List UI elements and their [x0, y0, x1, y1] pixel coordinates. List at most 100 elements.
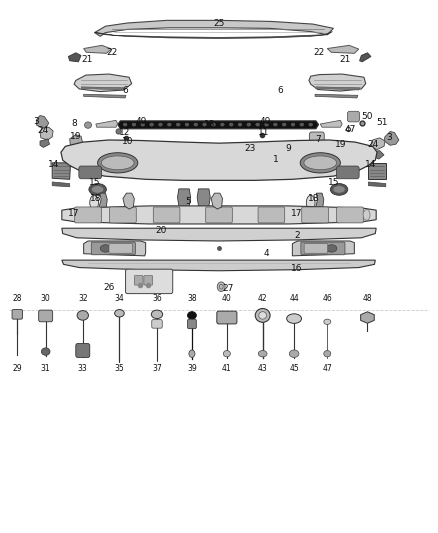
- Text: 21: 21: [339, 55, 350, 64]
- Text: 46: 46: [322, 294, 332, 303]
- Text: 14: 14: [365, 160, 377, 169]
- Polygon shape: [368, 182, 386, 187]
- Polygon shape: [123, 193, 134, 209]
- Polygon shape: [211, 193, 223, 209]
- Polygon shape: [99, 193, 107, 214]
- FancyBboxPatch shape: [12, 310, 22, 319]
- FancyBboxPatch shape: [337, 207, 363, 223]
- Text: 3: 3: [386, 133, 392, 142]
- Text: 22: 22: [106, 48, 118, 56]
- Text: 30: 30: [41, 294, 50, 303]
- Text: 8: 8: [71, 119, 77, 128]
- Text: 11: 11: [258, 128, 269, 137]
- Ellipse shape: [90, 195, 99, 210]
- Ellipse shape: [77, 311, 88, 320]
- FancyBboxPatch shape: [152, 320, 162, 328]
- Polygon shape: [118, 121, 318, 129]
- Polygon shape: [62, 260, 375, 271]
- FancyBboxPatch shape: [109, 244, 133, 253]
- Ellipse shape: [324, 319, 331, 325]
- Text: 27: 27: [222, 284, 233, 293]
- Polygon shape: [62, 228, 376, 241]
- Ellipse shape: [212, 123, 215, 126]
- Text: 7: 7: [316, 135, 321, 144]
- Ellipse shape: [185, 123, 189, 126]
- FancyBboxPatch shape: [76, 344, 90, 358]
- Ellipse shape: [289, 350, 299, 358]
- Ellipse shape: [306, 195, 315, 210]
- Ellipse shape: [300, 153, 340, 173]
- Ellipse shape: [324, 351, 331, 357]
- Text: 22: 22: [314, 48, 325, 56]
- Polygon shape: [81, 87, 124, 90]
- Ellipse shape: [203, 123, 207, 126]
- Ellipse shape: [238, 123, 242, 126]
- Polygon shape: [84, 45, 112, 53]
- Ellipse shape: [291, 123, 295, 126]
- Ellipse shape: [159, 123, 162, 126]
- Polygon shape: [84, 94, 126, 98]
- Polygon shape: [95, 31, 332, 38]
- Text: 19: 19: [70, 132, 81, 141]
- Text: 17: 17: [291, 209, 303, 218]
- Text: 25: 25: [213, 19, 225, 28]
- Text: 17: 17: [68, 209, 80, 218]
- FancyBboxPatch shape: [258, 207, 285, 223]
- Polygon shape: [52, 182, 70, 187]
- Polygon shape: [309, 74, 366, 91]
- Text: 51: 51: [377, 118, 388, 127]
- Polygon shape: [40, 127, 53, 140]
- FancyBboxPatch shape: [91, 242, 135, 255]
- Polygon shape: [360, 53, 371, 62]
- Polygon shape: [68, 53, 81, 62]
- Text: 9: 9: [285, 144, 291, 153]
- Text: 36: 36: [152, 294, 162, 303]
- Text: 34: 34: [115, 294, 124, 303]
- Ellipse shape: [92, 185, 104, 193]
- Text: 33: 33: [78, 364, 88, 373]
- Polygon shape: [177, 189, 191, 211]
- Polygon shape: [62, 206, 376, 224]
- FancyBboxPatch shape: [301, 242, 345, 255]
- Text: 31: 31: [41, 364, 50, 373]
- Text: 4: 4: [263, 249, 269, 259]
- Polygon shape: [65, 140, 373, 149]
- Text: 40: 40: [222, 294, 232, 303]
- FancyBboxPatch shape: [217, 311, 237, 324]
- Ellipse shape: [116, 129, 121, 134]
- Ellipse shape: [85, 122, 92, 128]
- Text: 42: 42: [258, 294, 268, 303]
- Text: 49: 49: [259, 117, 271, 126]
- Text: 3: 3: [34, 117, 39, 126]
- Ellipse shape: [189, 350, 195, 358]
- Polygon shape: [384, 132, 399, 146]
- FancyBboxPatch shape: [39, 310, 53, 322]
- Ellipse shape: [265, 123, 268, 126]
- Text: 15: 15: [89, 178, 100, 187]
- Ellipse shape: [229, 123, 233, 126]
- Polygon shape: [320, 120, 342, 127]
- Polygon shape: [316, 193, 324, 214]
- Ellipse shape: [258, 351, 267, 357]
- Ellipse shape: [300, 123, 304, 126]
- Polygon shape: [368, 163, 386, 179]
- Ellipse shape: [194, 123, 198, 126]
- FancyBboxPatch shape: [110, 207, 136, 223]
- Text: 44: 44: [289, 294, 299, 303]
- FancyBboxPatch shape: [79, 166, 102, 179]
- FancyBboxPatch shape: [302, 207, 328, 223]
- Polygon shape: [70, 135, 83, 148]
- Text: 2: 2: [294, 231, 300, 240]
- Text: 49: 49: [136, 117, 147, 126]
- Polygon shape: [371, 138, 385, 150]
- Ellipse shape: [287, 314, 301, 324]
- Text: 28: 28: [13, 294, 22, 303]
- Ellipse shape: [132, 123, 136, 126]
- Text: 24: 24: [367, 140, 378, 149]
- Ellipse shape: [330, 183, 348, 195]
- FancyBboxPatch shape: [144, 276, 152, 285]
- Ellipse shape: [304, 156, 337, 169]
- Text: 23: 23: [244, 144, 255, 153]
- FancyBboxPatch shape: [347, 111, 360, 122]
- Ellipse shape: [326, 245, 337, 252]
